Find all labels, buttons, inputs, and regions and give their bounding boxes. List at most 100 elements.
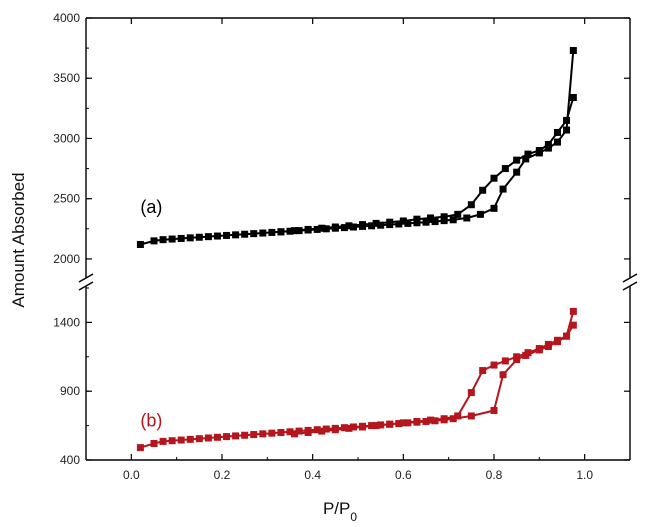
- data-point: [569, 321, 577, 329]
- x-tick-label: 0.4: [304, 468, 321, 482]
- data-point: [159, 437, 167, 445]
- y-tick-label: 900: [60, 384, 80, 398]
- data-point: [386, 420, 394, 428]
- data-point: [277, 428, 285, 436]
- data-point: [490, 406, 498, 414]
- data-point: [569, 94, 577, 102]
- data-point: [490, 174, 498, 182]
- data-point: [177, 234, 185, 242]
- data-point: [501, 357, 509, 365]
- data-point: [372, 422, 380, 430]
- data-point: [136, 444, 144, 452]
- data-point: [569, 307, 577, 315]
- y-tick-label: 4000: [53, 11, 80, 25]
- data-point: [322, 425, 330, 433]
- data-point: [422, 218, 430, 226]
- data-point: [304, 428, 312, 436]
- y-tick-label: 2500: [53, 192, 80, 206]
- data-point: [440, 217, 448, 225]
- data-point: [313, 426, 321, 434]
- data-point: [476, 210, 484, 218]
- data-point: [286, 428, 294, 436]
- data-point: [490, 361, 498, 369]
- data-point: [195, 435, 203, 443]
- data-point: [544, 340, 552, 348]
- data-point: [345, 222, 353, 230]
- data-point: [195, 233, 203, 241]
- data-point: [449, 415, 457, 423]
- data-point: [467, 201, 475, 209]
- data-point: [268, 228, 276, 236]
- data-point: [454, 412, 462, 420]
- axis-break-mark: [622, 281, 638, 291]
- y-tick-label: 3500: [53, 71, 80, 85]
- data-point: [431, 218, 439, 226]
- x-tick-label: 0.8: [486, 468, 503, 482]
- data-point: [386, 218, 394, 226]
- data-point: [168, 437, 176, 445]
- data-point: [449, 216, 457, 224]
- data-point: [467, 389, 475, 397]
- x-tick-label: 0.0: [123, 468, 140, 482]
- data-point: [524, 349, 532, 357]
- data-point: [359, 423, 367, 431]
- data-point: [259, 229, 267, 237]
- data-point: [427, 416, 435, 424]
- data-point: [563, 332, 571, 340]
- data-point: [499, 185, 507, 193]
- series-b: [136, 307, 577, 452]
- data-point: [490, 204, 498, 212]
- data-point: [395, 220, 403, 228]
- data-point: [250, 431, 258, 439]
- y-axis-label: Amount Absorbed: [9, 172, 28, 307]
- data-point: [241, 431, 249, 439]
- data-point: [159, 236, 167, 244]
- data-point: [569, 47, 577, 55]
- axis-break-mark: [622, 273, 638, 283]
- data-point: [479, 367, 487, 375]
- data-point: [213, 232, 221, 240]
- data-point: [291, 227, 299, 235]
- y-tick-label: 3000: [53, 131, 80, 145]
- data-point: [553, 336, 561, 344]
- data-point: [291, 430, 299, 438]
- data-point: [553, 128, 561, 136]
- x-tick-label: 1.0: [576, 468, 593, 482]
- y-tick-label: 400: [60, 453, 80, 467]
- data-point: [454, 210, 462, 218]
- y-tick-label: 1400: [53, 315, 80, 329]
- series-annotation: (a): [140, 197, 162, 217]
- data-point: [150, 439, 158, 447]
- data-point: [372, 219, 380, 227]
- axes-layer: [78, 17, 638, 461]
- x-axis-label: P/P0: [323, 499, 357, 524]
- data-point: [177, 436, 185, 444]
- data-point: [499, 371, 507, 379]
- data-point: [524, 150, 532, 158]
- series-annotation: (b): [140, 410, 162, 430]
- y-tick-label: 2000: [53, 252, 80, 266]
- data-point: [213, 433, 221, 441]
- x-axis-label-main: P/P: [323, 499, 350, 518]
- data-point: [318, 427, 326, 435]
- data-point: [223, 433, 231, 441]
- data-point: [501, 165, 509, 173]
- data-point: [186, 435, 194, 443]
- data-point: [399, 419, 407, 427]
- data-point: [544, 144, 552, 152]
- data-point: [413, 417, 421, 425]
- x-tick-label: 0.6: [395, 468, 412, 482]
- data-point: [318, 224, 326, 232]
- data-point: [340, 224, 348, 232]
- data-point: [331, 426, 339, 434]
- data-point: [368, 222, 376, 230]
- data-point: [513, 353, 521, 361]
- data-point: [232, 231, 240, 239]
- axis-break-mark: [78, 281, 94, 291]
- data-point: [232, 432, 240, 440]
- data-point: [544, 140, 552, 148]
- data-point: [168, 235, 176, 243]
- data-point: [535, 147, 543, 155]
- data-point: [259, 430, 267, 438]
